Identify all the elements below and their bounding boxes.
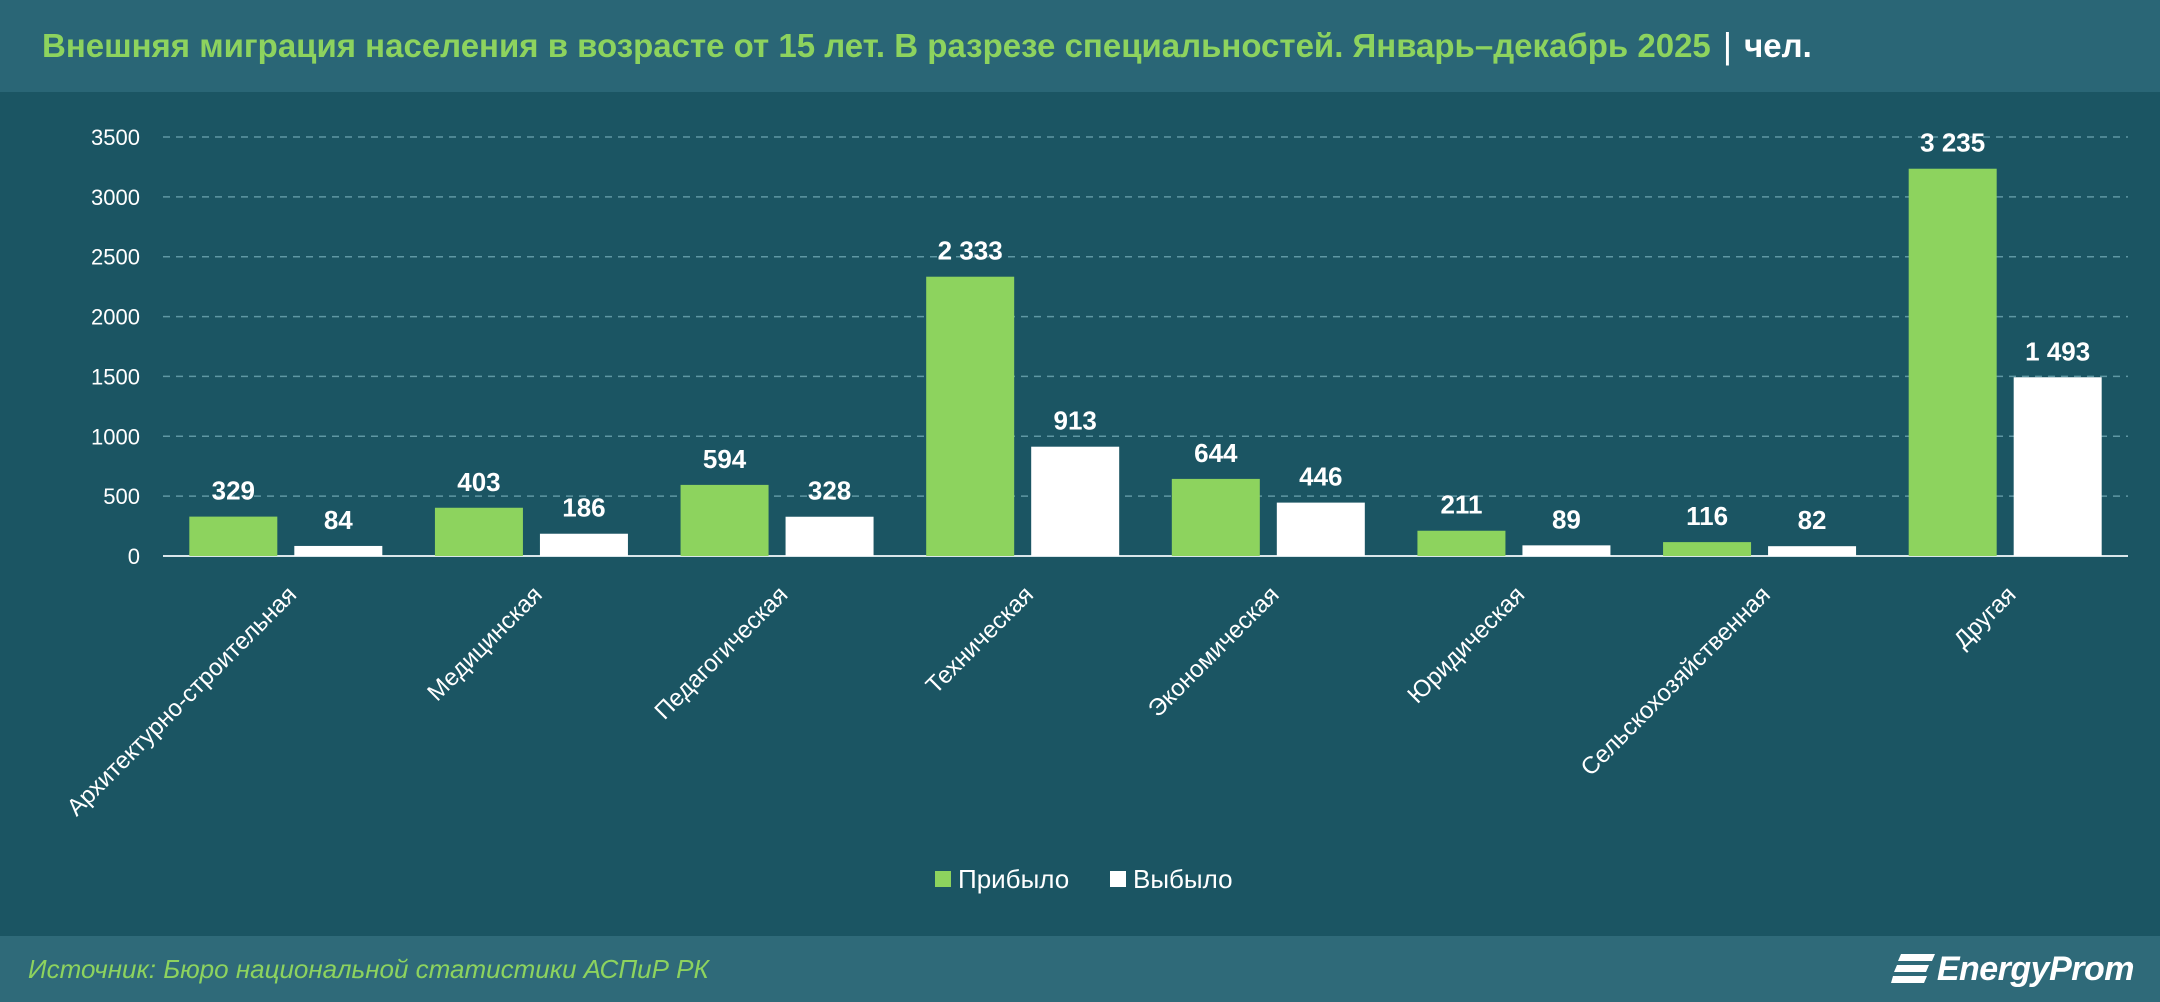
title-separator: | — [1722, 25, 1733, 66]
bar — [1276, 502, 1365, 556]
data-label: 403 — [457, 467, 500, 497]
y-tick-label: 3500 — [91, 125, 140, 150]
bar — [785, 516, 874, 556]
energyprom-logo-icon — [1890, 954, 1935, 983]
bar — [539, 533, 628, 556]
footer: Источник: Бюро национальной статистики А… — [0, 936, 2160, 1002]
data-label: 1 493 — [2025, 336, 2090, 366]
bar — [926, 276, 1015, 556]
bar — [294, 545, 383, 556]
unit-label: чел. — [1744, 27, 1812, 64]
data-label: 3 235 — [1920, 128, 1985, 158]
bar — [1768, 546, 1857, 556]
data-label: 116 — [1686, 501, 1728, 531]
data-label: 2 333 — [938, 236, 1003, 266]
x-tick-label: Медицинская — [422, 581, 547, 706]
bar — [2013, 377, 2102, 556]
legend-swatch — [1110, 871, 1126, 887]
logo-text: EnergyProm — [1936, 949, 2135, 988]
y-tick-label: 500 — [103, 484, 140, 509]
bar — [1031, 446, 1120, 556]
data-label: 594 — [703, 444, 747, 474]
data-label: 211 — [1440, 490, 1482, 520]
data-label: 328 — [808, 476, 851, 506]
data-label: 82 — [1798, 505, 1827, 535]
brand-logo: EnergyProm — [1890, 949, 2135, 989]
y-tick-label: 1500 — [91, 364, 140, 389]
chart-title: Внешняя миграция населения в возрасте от… — [42, 27, 1711, 64]
bar — [1522, 545, 1611, 556]
y-tick-label: 2000 — [91, 305, 140, 330]
x-tick-label: Педагогическая — [649, 581, 793, 725]
data-label: 446 — [1299, 462, 1342, 492]
bar — [1663, 542, 1752, 556]
legend-label: Выбыло — [1133, 864, 1233, 894]
legend-label: Прибыло — [958, 864, 1069, 894]
data-label: 329 — [212, 476, 255, 506]
data-label: 84 — [324, 505, 353, 535]
data-label: 89 — [1552, 504, 1581, 534]
chart-header: Внешняя миграция населения в возрасте от… — [0, 0, 2160, 92]
bar — [189, 516, 278, 556]
bar — [1908, 168, 1997, 556]
y-tick-label: 2500 — [91, 245, 140, 270]
x-tick-label: Архитектурно-строительная — [62, 581, 302, 821]
bar-chart: 0 500 1000 1500 2000 2500 3000 3500 329 84 Архитек… — [62, 125, 2128, 894]
source-note: Источник: Бюро национальной статистики А… — [28, 953, 709, 984]
legend-swatch — [935, 871, 951, 887]
data-label: 644 — [1194, 438, 1238, 468]
x-tick-label: Сельскохозяйственная — [1576, 581, 1776, 781]
bar — [680, 484, 769, 556]
y-tick-label: 3000 — [91, 185, 140, 210]
data-label: 913 — [1053, 406, 1096, 436]
bar — [434, 507, 523, 556]
y-tick-label: 1000 — [91, 424, 140, 449]
x-tick-label: Другая — [1949, 581, 2022, 654]
y-tick-label: 0 — [128, 544, 140, 569]
bar — [1417, 530, 1506, 556]
data-label: 186 — [562, 493, 605, 523]
x-tick-label: Техническая — [921, 581, 1039, 699]
x-tick-label: Юридическая — [1402, 581, 1530, 709]
bar — [1171, 478, 1260, 556]
x-tick-label: Экономическая — [1143, 581, 1284, 722]
